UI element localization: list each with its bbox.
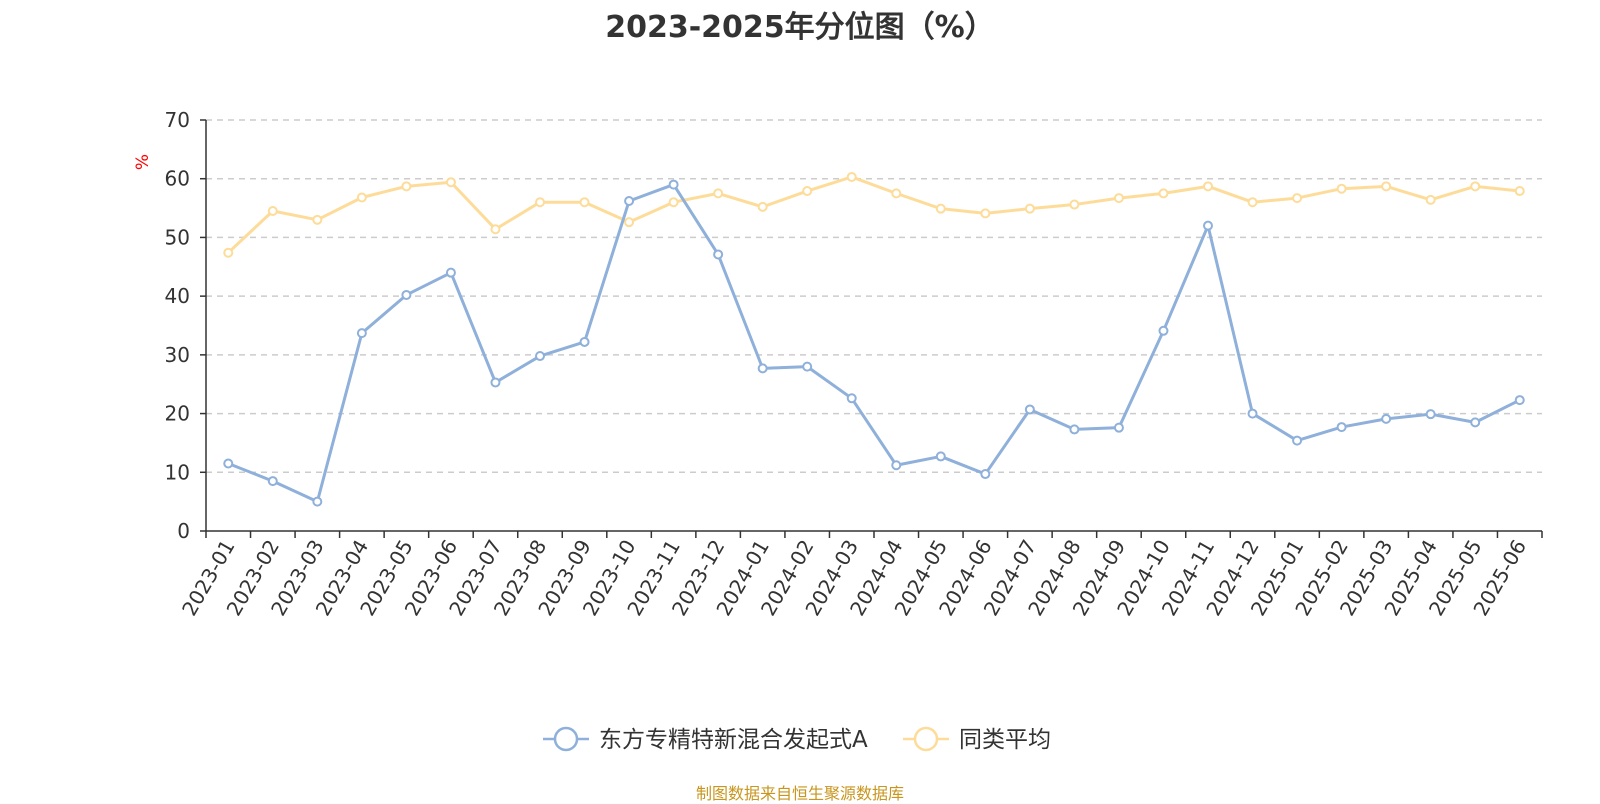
data-point[interactable]	[1113, 193, 1124, 204]
data-point[interactable]	[356, 192, 367, 203]
axes: 0102030405060702023-012023-022023-032023…	[165, 108, 1543, 620]
data-point[interactable]	[1292, 435, 1303, 446]
data-point[interactable]	[223, 458, 234, 469]
data-point[interactable]	[668, 179, 679, 190]
data-point[interactable]	[1470, 417, 1481, 428]
data-point[interactable]	[891, 188, 902, 199]
chart-title: 2023-2025年分位图（%）	[605, 10, 995, 45]
data-point[interactable]	[223, 247, 234, 258]
data-point[interactable]	[1292, 193, 1303, 204]
data-point[interactable]	[935, 451, 946, 462]
data-point[interactable]	[356, 328, 367, 339]
data-point[interactable]	[1425, 409, 1436, 420]
data-point[interactable]	[1425, 194, 1436, 205]
y-tick-label: 20	[165, 402, 190, 426]
data-point[interactable]	[980, 469, 991, 480]
data-point[interactable]	[757, 201, 768, 212]
series-line	[227, 175, 1520, 254]
legend-circle-icon	[553, 726, 579, 752]
series-layer	[223, 171, 1525, 507]
data-point[interactable]	[1381, 413, 1392, 424]
data-point[interactable]	[935, 203, 946, 214]
data-point[interactable]	[445, 177, 456, 188]
data-point[interactable]	[1069, 424, 1080, 435]
data-point[interactable]	[267, 206, 278, 217]
series-line	[227, 183, 1521, 504]
data-point[interactable]	[312, 496, 323, 507]
data-point[interactable]	[1514, 186, 1525, 197]
data-point[interactable]	[980, 208, 991, 219]
data-point[interactable]	[624, 196, 635, 207]
data-point[interactable]	[1247, 197, 1258, 208]
legend-circle-icon	[913, 726, 939, 752]
data-point[interactable]	[668, 197, 679, 208]
series-2	[223, 171, 1525, 258]
data-point[interactable]	[891, 460, 902, 471]
grid-lines	[206, 119, 1542, 474]
y-tick-label: 40	[165, 284, 190, 308]
data-point[interactable]	[802, 186, 813, 197]
data-point[interactable]	[1203, 181, 1213, 192]
legend-label: 同类平均	[959, 727, 1051, 753]
data-point[interactable]	[624, 217, 635, 228]
data-point[interactable]	[535, 351, 545, 362]
data-point[interactable]	[490, 377, 501, 388]
data-point[interactable]	[1247, 408, 1258, 419]
data-point[interactable]	[1336, 422, 1347, 433]
data-point[interactable]	[1024, 404, 1035, 415]
y-tick-label: 10	[165, 460, 190, 484]
y-axis-label: %	[133, 154, 153, 170]
data-point[interactable]	[846, 171, 857, 182]
series-1	[223, 179, 1525, 507]
source-note: 制图数据来自恒生聚源数据库	[695, 784, 904, 803]
data-point[interactable]	[1336, 183, 1347, 194]
y-tick-label: 70	[165, 108, 190, 132]
data-point[interactable]	[1158, 325, 1169, 336]
data-point[interactable]	[579, 197, 590, 208]
legend-item-2[interactable]: 同类平均	[903, 726, 1051, 753]
data-point[interactable]	[535, 197, 545, 208]
data-point[interactable]	[1069, 199, 1080, 210]
data-point[interactable]	[846, 393, 857, 404]
y-tick-label: 50	[165, 225, 190, 249]
legend-item-1[interactable]: 东方专精特新混合发起式A	[543, 726, 868, 753]
y-tick-label: 60	[165, 167, 190, 191]
data-point[interactable]	[1381, 181, 1392, 192]
data-point[interactable]	[490, 224, 501, 235]
y-tick-label: 30	[165, 343, 190, 367]
legend-label: 东方专精特新混合发起式A	[599, 727, 868, 753]
data-point[interactable]	[401, 181, 412, 192]
data-point[interactable]	[267, 476, 278, 487]
data-point[interactable]	[1203, 220, 1213, 231]
data-point[interactable]	[757, 363, 768, 374]
data-point[interactable]	[802, 361, 813, 372]
data-point[interactable]	[1158, 188, 1169, 199]
data-point[interactable]	[1024, 203, 1035, 214]
data-point[interactable]	[579, 336, 590, 347]
data-point[interactable]	[312, 214, 323, 225]
data-point[interactable]	[445, 267, 456, 278]
y-tick-label: 0	[177, 519, 190, 543]
data-point[interactable]	[401, 289, 412, 300]
data-point[interactable]	[1470, 181, 1481, 192]
data-point[interactable]	[713, 188, 724, 199]
data-point[interactable]	[1514, 395, 1525, 406]
data-point[interactable]	[1113, 422, 1124, 433]
legend[interactable]: 东方专精特新混合发起式A 同类平均	[543, 726, 1051, 753]
data-point[interactable]	[713, 249, 724, 260]
